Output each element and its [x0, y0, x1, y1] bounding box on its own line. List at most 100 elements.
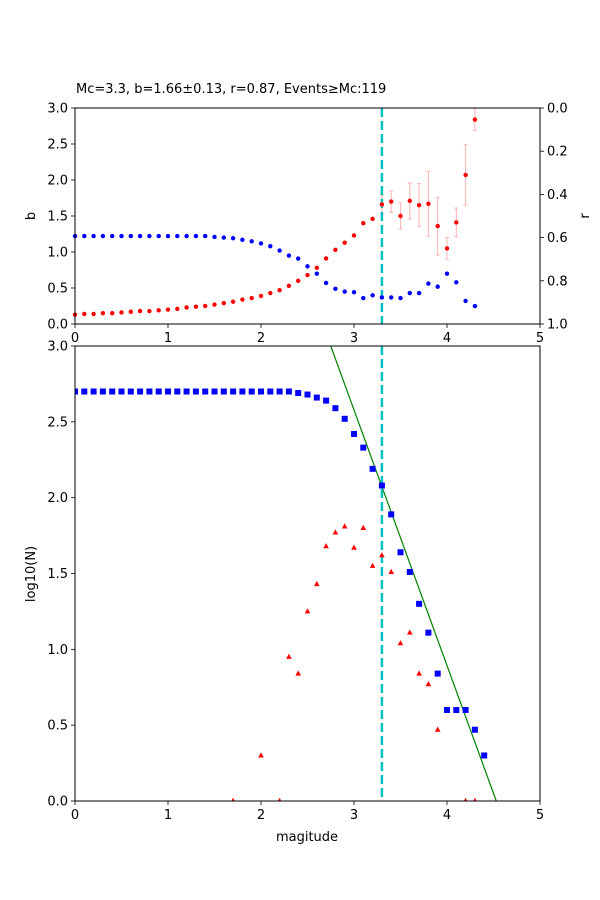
r-value-point — [119, 233, 124, 239]
cumulative-count-point — [258, 388, 264, 395]
r-value-point — [147, 233, 152, 239]
cumulative-count-point — [90, 388, 97, 395]
b-value-point — [351, 233, 357, 238]
bottom-x-tick-label: 5 — [536, 808, 544, 823]
cumulative-count-point — [192, 388, 199, 395]
cumulative-count-point — [174, 388, 181, 395]
b-value-point — [333, 247, 338, 253]
cumulative-count-point — [165, 388, 171, 395]
cumulative-count-point — [146, 388, 153, 395]
top-plot-area: 0 1 2 3 4 5 0.0 0.5 1.0 1.5 2.0 2.5 3.0 0.0 0.2 0.4 0.6 0… — [47, 102, 567, 347]
r-value-point — [398, 295, 403, 301]
r-value-point — [296, 256, 301, 261]
noncumulative-count-point — [304, 608, 311, 614]
cumulative-count-point — [416, 600, 423, 607]
bottom-axes-frame — [74, 345, 541, 802]
noncumulative-count-point — [379, 552, 385, 558]
top-x-tick-label: 1 — [164, 331, 172, 346]
cumulative-count-point — [137, 388, 144, 395]
r-value-point — [91, 233, 96, 239]
top-right-y-tick-label: 1.0 — [547, 318, 568, 333]
r-value-point — [463, 298, 468, 304]
cumulative-count-point — [323, 397, 330, 404]
noncumulative-count-point — [463, 797, 468, 801]
noncumulative-count-point — [388, 568, 394, 574]
cumulative-count-point — [109, 388, 116, 395]
cumulative-count-point — [75, 388, 78, 395]
top-y-tick-label: 2.5 — [47, 138, 68, 153]
bottom-plot-contents — [75, 346, 497, 801]
r-value-point — [258, 241, 264, 246]
b-value-point — [296, 278, 301, 283]
noncumulative-count-point — [258, 752, 264, 758]
b-value-point — [128, 309, 133, 314]
noncumulative-count-point — [286, 653, 292, 659]
bottom-y-tick-label: 3.0 — [47, 340, 68, 355]
bottom-x-tick-label: 0 — [71, 808, 79, 823]
top-right-y-tick-label: 0.8 — [547, 274, 568, 289]
b-value-point — [323, 256, 329, 261]
b-value-point — [370, 216, 375, 222]
noncumulative-count-point — [397, 640, 404, 646]
cumulative-count-point — [285, 388, 292, 395]
b-value-point — [454, 220, 459, 225]
b-value-point — [240, 297, 245, 302]
top-y-axis-label: b — [24, 212, 39, 220]
b-value-point — [361, 221, 366, 226]
top-y-tick-label: 0.0 — [47, 318, 68, 333]
noncumulative-count-point — [295, 670, 301, 676]
b-value-point — [314, 265, 319, 271]
top-axes-frame — [74, 107, 541, 325]
cumulative-count-point — [453, 707, 460, 713]
r-value-point — [454, 280, 459, 285]
r-value-point — [305, 264, 310, 269]
r-value-point — [342, 289, 347, 294]
b-value-point — [193, 304, 199, 309]
top-y-tick-label: 1.5 — [47, 210, 68, 225]
noncumulative-count-point — [314, 580, 320, 587]
r-value-point — [407, 290, 412, 296]
r-value-point — [361, 295, 366, 301]
b-value-point — [184, 305, 189, 310]
b-value-point — [156, 308, 161, 313]
r-value-point — [184, 233, 189, 239]
r-value-point — [426, 281, 431, 286]
b-value-point — [165, 307, 171, 312]
bottom-y-tick-label: 1.0 — [47, 643, 68, 658]
top-x-tick-label: 2 — [257, 331, 265, 346]
bottom-y-axis-label: log10(N) — [24, 546, 39, 602]
r-value-point — [249, 239, 254, 244]
top-y-tick-label: 2.0 — [47, 174, 68, 189]
r-value-point — [240, 237, 245, 242]
cumulative-count-point — [276, 388, 283, 395]
noncumulative-count-point — [323, 543, 329, 549]
bottom-y-tick-label: 1.5 — [47, 567, 68, 582]
b-value-point — [82, 311, 87, 317]
noncumulative-count-point — [277, 797, 282, 801]
cumulative-count-point — [230, 388, 237, 395]
b-value-point — [463, 172, 468, 178]
noncumulative-count-point — [341, 523, 348, 529]
b-value-point — [444, 246, 450, 251]
cumulative-count-point — [99, 388, 106, 395]
b-value-point — [286, 283, 292, 289]
cumulative-count-point — [425, 629, 432, 636]
r-value-point — [351, 290, 357, 295]
cumulative-count-point — [378, 482, 385, 489]
b-value-point — [91, 311, 96, 317]
r-value-point — [389, 295, 394, 300]
cumulative-count-point — [351, 430, 357, 437]
top-x-tick-label: 5 — [536, 331, 544, 346]
noncumulative-count-point — [434, 726, 441, 732]
noncumulative-count-point — [407, 629, 413, 635]
top-y-tick-label: 3.0 — [47, 102, 68, 117]
b-value-point — [100, 311, 106, 316]
cumulative-count-point — [239, 388, 246, 395]
cumulative-count-point — [341, 415, 348, 422]
cumulative-count-point — [369, 465, 376, 472]
noncumulative-count-point — [231, 797, 235, 801]
top-right-y-tick-label: 0.4 — [547, 188, 568, 203]
noncumulative-count-point — [369, 562, 376, 568]
